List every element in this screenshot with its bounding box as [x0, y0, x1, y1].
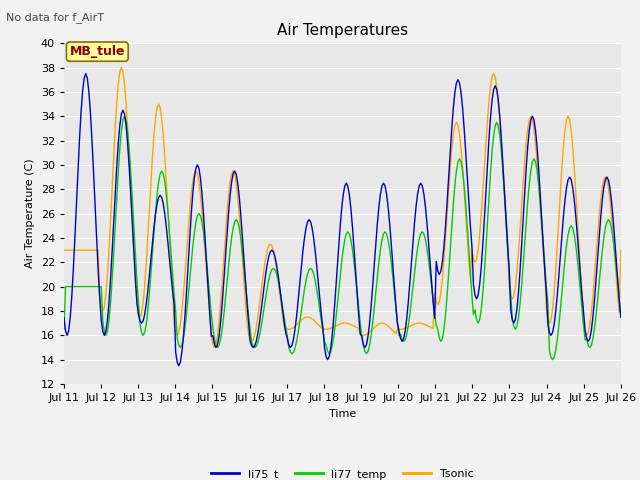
- li77_temp: [255, 333, 263, 339]
- Line: li75_t: li75_t: [64, 73, 621, 366]
- li77_temp: [228, 236, 236, 241]
- li77_temp: [246, 326, 254, 332]
- li75_t: [60, 315, 68, 321]
- Y-axis label: Air Temperature (C): Air Temperature (C): [25, 159, 35, 268]
- li77_temp: [130, 223, 138, 228]
- Tsonic: [211, 345, 218, 350]
- li77_temp: [121, 113, 129, 119]
- Text: MB_tule: MB_tule: [70, 45, 125, 58]
- Tsonic: [307, 315, 314, 321]
- li77_temp: [60, 326, 68, 332]
- Tsonic: [229, 168, 237, 174]
- Text: No data for f_AirT: No data for f_AirT: [6, 12, 104, 23]
- li77_temp: [617, 312, 625, 318]
- Tsonic: [257, 290, 265, 296]
- X-axis label: Time: Time: [329, 408, 356, 419]
- li75_t: [229, 171, 237, 177]
- Tsonic: [118, 65, 125, 71]
- li77_temp: [548, 357, 556, 362]
- Tsonic: [589, 293, 596, 299]
- Title: Air Temperatures: Air Temperatures: [277, 23, 408, 38]
- li77_temp: [589, 336, 596, 342]
- Tsonic: [130, 247, 138, 253]
- Tsonic: [248, 338, 255, 344]
- li75_t: [589, 314, 596, 320]
- Line: li77_temp: li77_temp: [64, 116, 621, 360]
- li75_t: [307, 219, 314, 225]
- li75_t: [617, 314, 625, 320]
- li75_t: [257, 309, 265, 314]
- Line: Tsonic: Tsonic: [64, 68, 621, 348]
- Tsonic: [60, 247, 68, 253]
- li75_t: [248, 343, 255, 348]
- Legend: li75_t, li77_temp, Tsonic: li75_t, li77_temp, Tsonic: [207, 465, 478, 480]
- li75_t: [175, 363, 182, 369]
- li75_t: [130, 249, 138, 255]
- li77_temp: [305, 267, 313, 273]
- li75_t: [82, 71, 90, 76]
- Tsonic: [617, 247, 625, 253]
